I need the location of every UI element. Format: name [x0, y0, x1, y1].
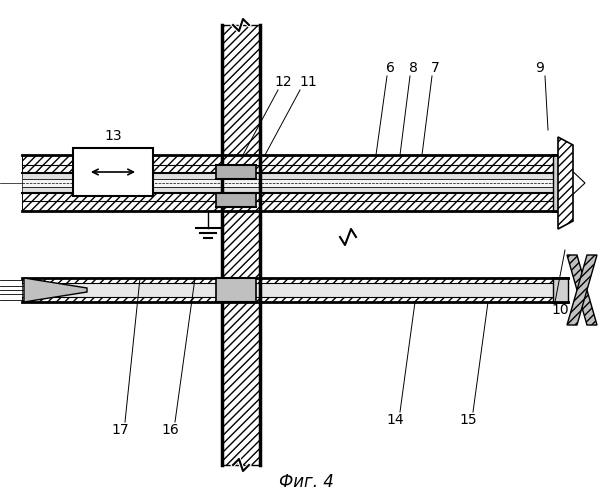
Polygon shape [558, 137, 573, 229]
Bar [222, 25, 260, 465]
Text: 11: 11 [299, 75, 317, 89]
Polygon shape [567, 255, 597, 325]
Bar [22, 283, 568, 297]
Bar [216, 193, 256, 207]
Bar [73, 148, 153, 196]
Polygon shape [24, 278, 87, 302]
Text: 17: 17 [111, 423, 129, 437]
Text: 13: 13 [104, 129, 122, 143]
Bar [22, 173, 568, 179]
Text: 9: 9 [536, 61, 545, 75]
Bar [22, 165, 568, 173]
Bar [216, 278, 256, 302]
Bar [22, 187, 568, 193]
Bar [22, 278, 568, 283]
Text: 14: 14 [386, 413, 404, 427]
Polygon shape [568, 167, 585, 199]
Bar [22, 155, 568, 165]
Bar [22, 179, 568, 187]
Bar [553, 155, 568, 211]
Text: Фиг. 4: Фиг. 4 [278, 473, 334, 491]
Text: 16: 16 [161, 423, 179, 437]
Text: 12: 12 [274, 75, 292, 89]
Bar [22, 201, 568, 211]
Bar [22, 193, 568, 201]
Text: 8: 8 [409, 61, 417, 75]
Text: 15: 15 [459, 413, 477, 427]
Text: 7: 7 [431, 61, 439, 75]
Bar [22, 297, 568, 302]
Text: 6: 6 [386, 61, 395, 75]
Polygon shape [567, 255, 597, 325]
Bar [216, 165, 256, 179]
Bar [553, 278, 568, 302]
Text: 10: 10 [551, 303, 569, 317]
